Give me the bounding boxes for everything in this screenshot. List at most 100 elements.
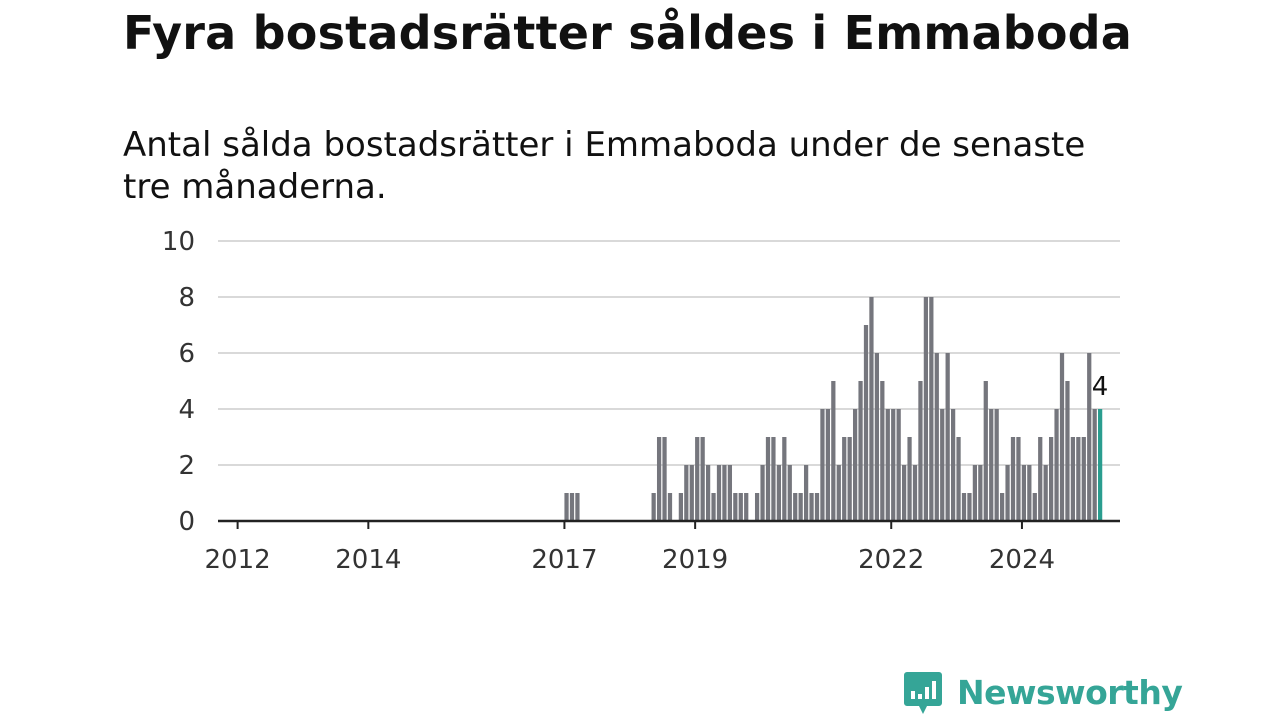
bar [842,437,847,521]
bar [1070,437,1076,521]
bar [1021,465,1027,521]
bars [564,297,1103,521]
bar [907,437,912,521]
bar [978,465,983,521]
bar [744,493,749,521]
bar [700,437,705,521]
bar [874,353,880,521]
bar [912,465,918,521]
bar [656,437,662,521]
bar [722,465,727,521]
bar [972,465,978,521]
bar [989,409,994,521]
bar-highlight [1097,409,1103,521]
bar [814,493,820,521]
bar [869,297,874,521]
bar [1054,409,1059,521]
bar [695,437,700,521]
bar [896,409,901,521]
bar [852,409,858,521]
bar [1065,381,1070,521]
y-axis-ticks: 0 2 4 6 8 10 [162,227,195,537]
bar [1059,353,1065,521]
x-tick-label: 2024 [989,545,1055,575]
bar [738,493,743,521]
y-tick-label: 2 [178,451,195,481]
bar [575,493,580,521]
bar [733,493,738,521]
bar [891,409,896,521]
newsworthy-logo: Newsworthy [903,670,1183,716]
bar [684,465,689,521]
chart-subtitle: Antal sålda bostadsrätter i Emmaboda und… [123,125,1086,207]
bar [667,493,673,521]
bar [1038,437,1043,521]
bar [983,381,988,521]
bar [776,465,782,521]
bar [945,353,950,521]
newsworthy-logo-icon [904,672,942,714]
bar [863,325,869,521]
bar [689,465,694,521]
last-value-label: 4 [1092,372,1109,402]
bar [820,409,825,521]
y-tick-label: 6 [178,339,195,369]
bar [929,297,934,521]
bar [809,493,814,521]
bar [1032,493,1037,521]
bar [1005,465,1010,521]
y-tick-label: 10 [162,227,195,257]
bar [885,409,890,521]
bar [1048,437,1054,521]
bar [950,409,956,521]
bar [771,437,776,521]
bar [651,493,656,521]
bar [782,437,787,521]
bar [836,465,841,521]
grid-lines [218,240,1120,466]
bar [569,493,575,521]
bar [901,465,907,521]
bar [880,381,885,521]
bar [1087,353,1092,521]
bar [858,381,863,521]
bar [923,297,929,521]
bar [803,465,809,521]
bar [1016,437,1021,521]
bar [918,381,923,521]
value-labels: 4 [1092,372,1109,402]
bar [961,493,967,521]
bar [994,409,999,521]
bar [705,465,711,521]
bar [793,493,798,521]
x-tick-label: 2014 [335,545,401,575]
x-tick-label: 2017 [531,545,597,575]
bar [831,381,836,521]
bar [1027,465,1032,521]
bar [1081,437,1086,521]
bar [1076,437,1081,521]
brand-name: Newsworthy [957,673,1183,712]
bar [678,493,684,521]
y-tick-label: 4 [178,395,195,425]
bar [1010,437,1016,521]
bar [662,437,667,521]
bar [711,493,716,521]
bar [940,409,945,521]
bar [765,437,771,521]
y-tick-label: 0 [178,507,195,537]
x-tick-label: 2022 [858,545,924,575]
bar [798,493,803,521]
bar [956,437,961,521]
x-axis-ticks: 2012 2014 2017 2019 2022 2024 [205,521,1055,575]
bar [934,353,939,521]
bar [999,493,1005,521]
bar [967,493,972,521]
bar [727,465,733,521]
bar [564,493,569,521]
bar [760,465,765,521]
bar [716,465,722,521]
chart-title: Fyra bostadsrätter såldes i Emmaboda [123,6,1133,60]
bar [825,409,831,521]
